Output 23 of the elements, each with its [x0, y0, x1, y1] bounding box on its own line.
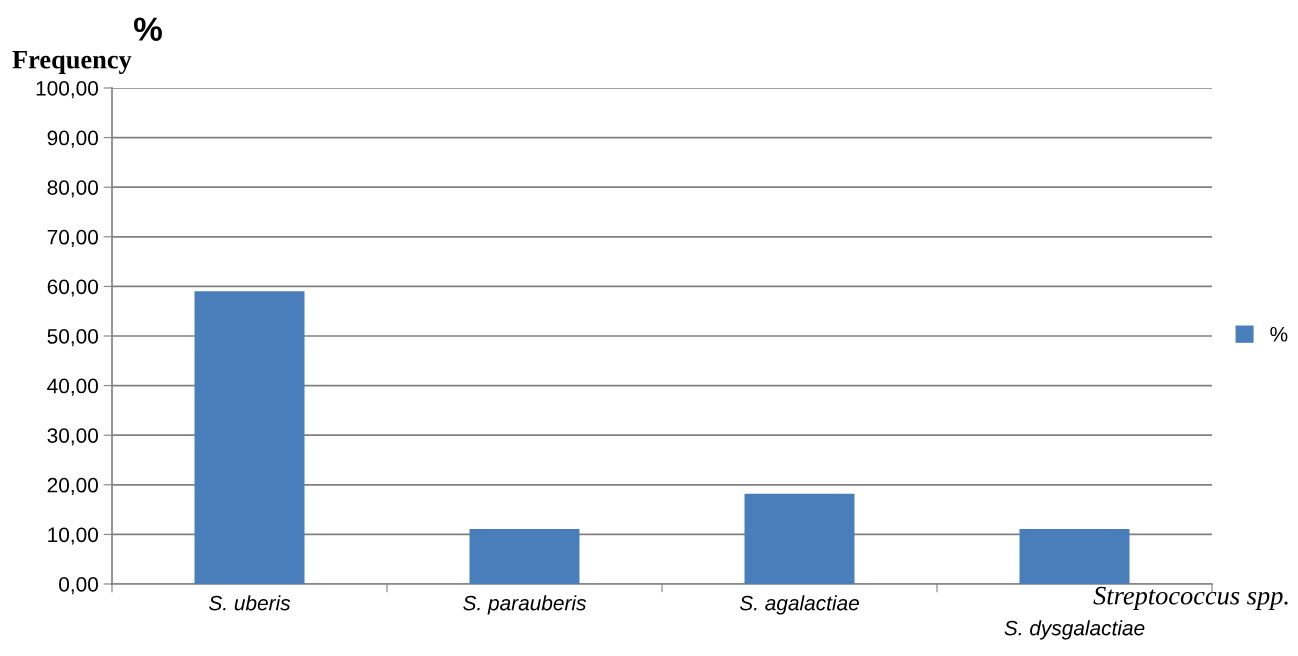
- legend-label: %: [1270, 326, 1288, 342]
- bar: [194, 291, 305, 584]
- y-tick-label: 70,00: [47, 229, 98, 248]
- y-tick-label: 20,00: [47, 477, 98, 496]
- y-tick-label: 30,00: [47, 428, 98, 446]
- x-tick-label: S. uberis: [208, 595, 291, 611]
- x-tick-label: S. dysgalactiae: [1004, 620, 1145, 640]
- bar: [1019, 528, 1130, 584]
- y-tick-label: 50,00: [47, 329, 98, 347]
- y-tick-label: 90,00: [47, 130, 98, 148]
- x-tick-label: S. agalactiae: [739, 595, 859, 615]
- x-tick-label: S. parauberis: [463, 595, 587, 615]
- y-tick-label: 80,00: [47, 180, 98, 198]
- y-axis-title: Frequency: [12, 50, 132, 74]
- y-tick-label: 40,00: [47, 378, 98, 396]
- y-tick-label: 10,00: [48, 527, 98, 545]
- x-axis-title: Streptococcus spp.: [1093, 586, 1288, 610]
- y-tick-label: 60,00: [47, 279, 98, 297]
- bar: [469, 528, 580, 584]
- text: %: [134, 17, 162, 41]
- y-tick-label: 100,00: [36, 81, 98, 99]
- y-tick-label: 0,00: [59, 577, 98, 595]
- bar: [744, 493, 855, 584]
